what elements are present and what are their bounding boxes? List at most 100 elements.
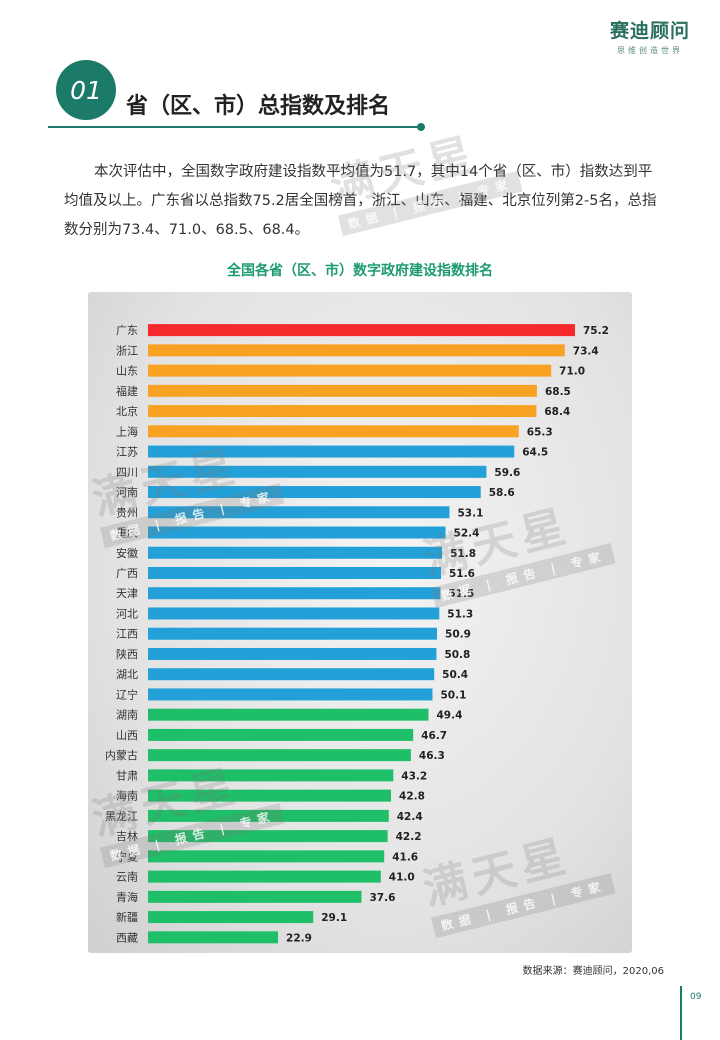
category-label: 安徽: [116, 546, 138, 560]
data-label: 50.4: [442, 669, 468, 681]
category-label: 江西: [116, 628, 138, 641]
bar: [148, 364, 552, 377]
bar: [148, 607, 440, 620]
data-label: 41.0: [389, 872, 415, 884]
category-label: 重庆: [116, 526, 138, 540]
bar-chart: 广东 75.2 浙江 73.4 山东 71.0 福建 68.5 北京 68.4 上海 65.3 江苏 64…: [105, 324, 609, 944]
data-label: 41.6: [392, 851, 418, 863]
category-label: 广东: [116, 324, 138, 337]
bar: [148, 587, 441, 600]
category-label: 内蒙古: [105, 748, 138, 762]
bar: [148, 809, 389, 822]
intro-paragraph: 本次评估中，全国数字政府建设指数平均值为51.7，其中14个省（区、市）指数达到…: [64, 164, 657, 238]
bar: [148, 769, 394, 782]
data-label: 68.4: [544, 406, 570, 418]
bar: [148, 506, 450, 519]
data-label: 46.7: [421, 730, 447, 742]
category-label: 辽宁: [116, 687, 138, 701]
bar: [148, 789, 392, 802]
bar: [148, 445, 515, 458]
category-label: 上海: [116, 424, 138, 438]
data-label: 51.5: [448, 588, 474, 600]
category-label: 浙江: [116, 344, 138, 357]
brand-logo: 赛迪顾问 思维创造世界: [610, 16, 690, 56]
data-label: 59.6: [494, 467, 520, 479]
bar: [148, 405, 537, 418]
bar: [148, 890, 362, 903]
category-label: 湖北: [116, 668, 138, 681]
page-number: 09: [690, 992, 702, 1002]
data-label: 64.5: [522, 447, 548, 459]
category-label: 山西: [116, 729, 138, 742]
category-label: 云南: [116, 871, 138, 884]
data-label: 52.4: [454, 528, 480, 540]
bar: [148, 708, 429, 721]
data-label: 51.3: [447, 608, 473, 620]
bar: [148, 688, 433, 701]
data-label: 71.0: [559, 366, 585, 378]
bar: [148, 384, 537, 397]
chart-panel: 广东 75.2 浙江 73.4 山东 71.0 福建 68.5 北京 68.4 上海 65.3 江苏 64…: [87, 292, 632, 953]
data-label: 49.4: [437, 710, 463, 722]
bar: [148, 546, 443, 559]
bar: [148, 647, 437, 660]
category-label: 陕西: [116, 647, 138, 661]
category-label: 宁夏: [116, 849, 138, 863]
data-label: 43.2: [401, 770, 427, 782]
category-label: 西藏: [116, 931, 138, 944]
data-label: 75.2: [583, 325, 609, 337]
data-label: 58.6: [489, 487, 515, 499]
category-label: 北京: [116, 404, 138, 418]
data-label: 50.8: [444, 649, 470, 661]
bar: [148, 526, 446, 539]
data-label: 51.8: [450, 548, 476, 560]
bar: [148, 567, 441, 579]
data-label: 73.4: [573, 345, 599, 357]
category-label: 天津: [116, 587, 138, 600]
section-title: 省（区、市）总指数及排名: [126, 94, 391, 119]
section-divider: [48, 123, 425, 131]
page-rule: [680, 986, 682, 1040]
data-label: 42.2: [396, 831, 422, 843]
category-label: 广西: [116, 567, 138, 580]
category-label: 新疆: [116, 910, 138, 924]
data-label: 37.6: [370, 892, 396, 904]
bar: [148, 911, 314, 924]
bar: [148, 830, 388, 843]
data-label: 46.3: [419, 750, 445, 762]
category-label: 贵州: [116, 506, 138, 519]
bar: [148, 850, 385, 863]
bar: [148, 486, 481, 499]
category-label: 江苏: [116, 446, 138, 459]
category-label: 福建: [116, 384, 138, 398]
data-label: 65.3: [527, 426, 553, 438]
data-label: 68.5: [545, 386, 571, 398]
bar: [148, 627, 438, 640]
category-label: 甘肃: [116, 769, 138, 782]
data-label: 29.1: [321, 912, 347, 924]
bar: [148, 425, 519, 438]
data-label: 42.4: [397, 811, 423, 823]
category-label: 海南: [116, 789, 138, 803]
data-label: 50.1: [440, 689, 466, 701]
category-label: 山东: [116, 365, 138, 378]
bar: [148, 465, 487, 478]
brand-name: 赛迪顾问: [609, 20, 690, 42]
bar: [148, 728, 414, 741]
category-label: 河北: [116, 607, 138, 620]
data-label: 53.1: [458, 507, 484, 519]
data-source: 数据来源：赛迪顾问，2020,06: [522, 966, 664, 977]
bar: [148, 324, 575, 337]
bar: [148, 870, 381, 883]
data-label: 51.6: [449, 568, 475, 580]
category-label: 黑龙江: [105, 810, 138, 823]
bar: [148, 668, 435, 681]
bar: [148, 749, 411, 762]
data-label: 50.9: [445, 629, 471, 641]
chart-title: 全国各省（区、市）数字政府建设指数排名: [227, 263, 493, 279]
data-label: 22.9: [286, 932, 312, 944]
brand-tagline: 思维创造世界: [616, 46, 683, 55]
bar: [148, 931, 279, 944]
bar: [148, 344, 565, 357]
data-label: 42.8: [399, 791, 425, 803]
